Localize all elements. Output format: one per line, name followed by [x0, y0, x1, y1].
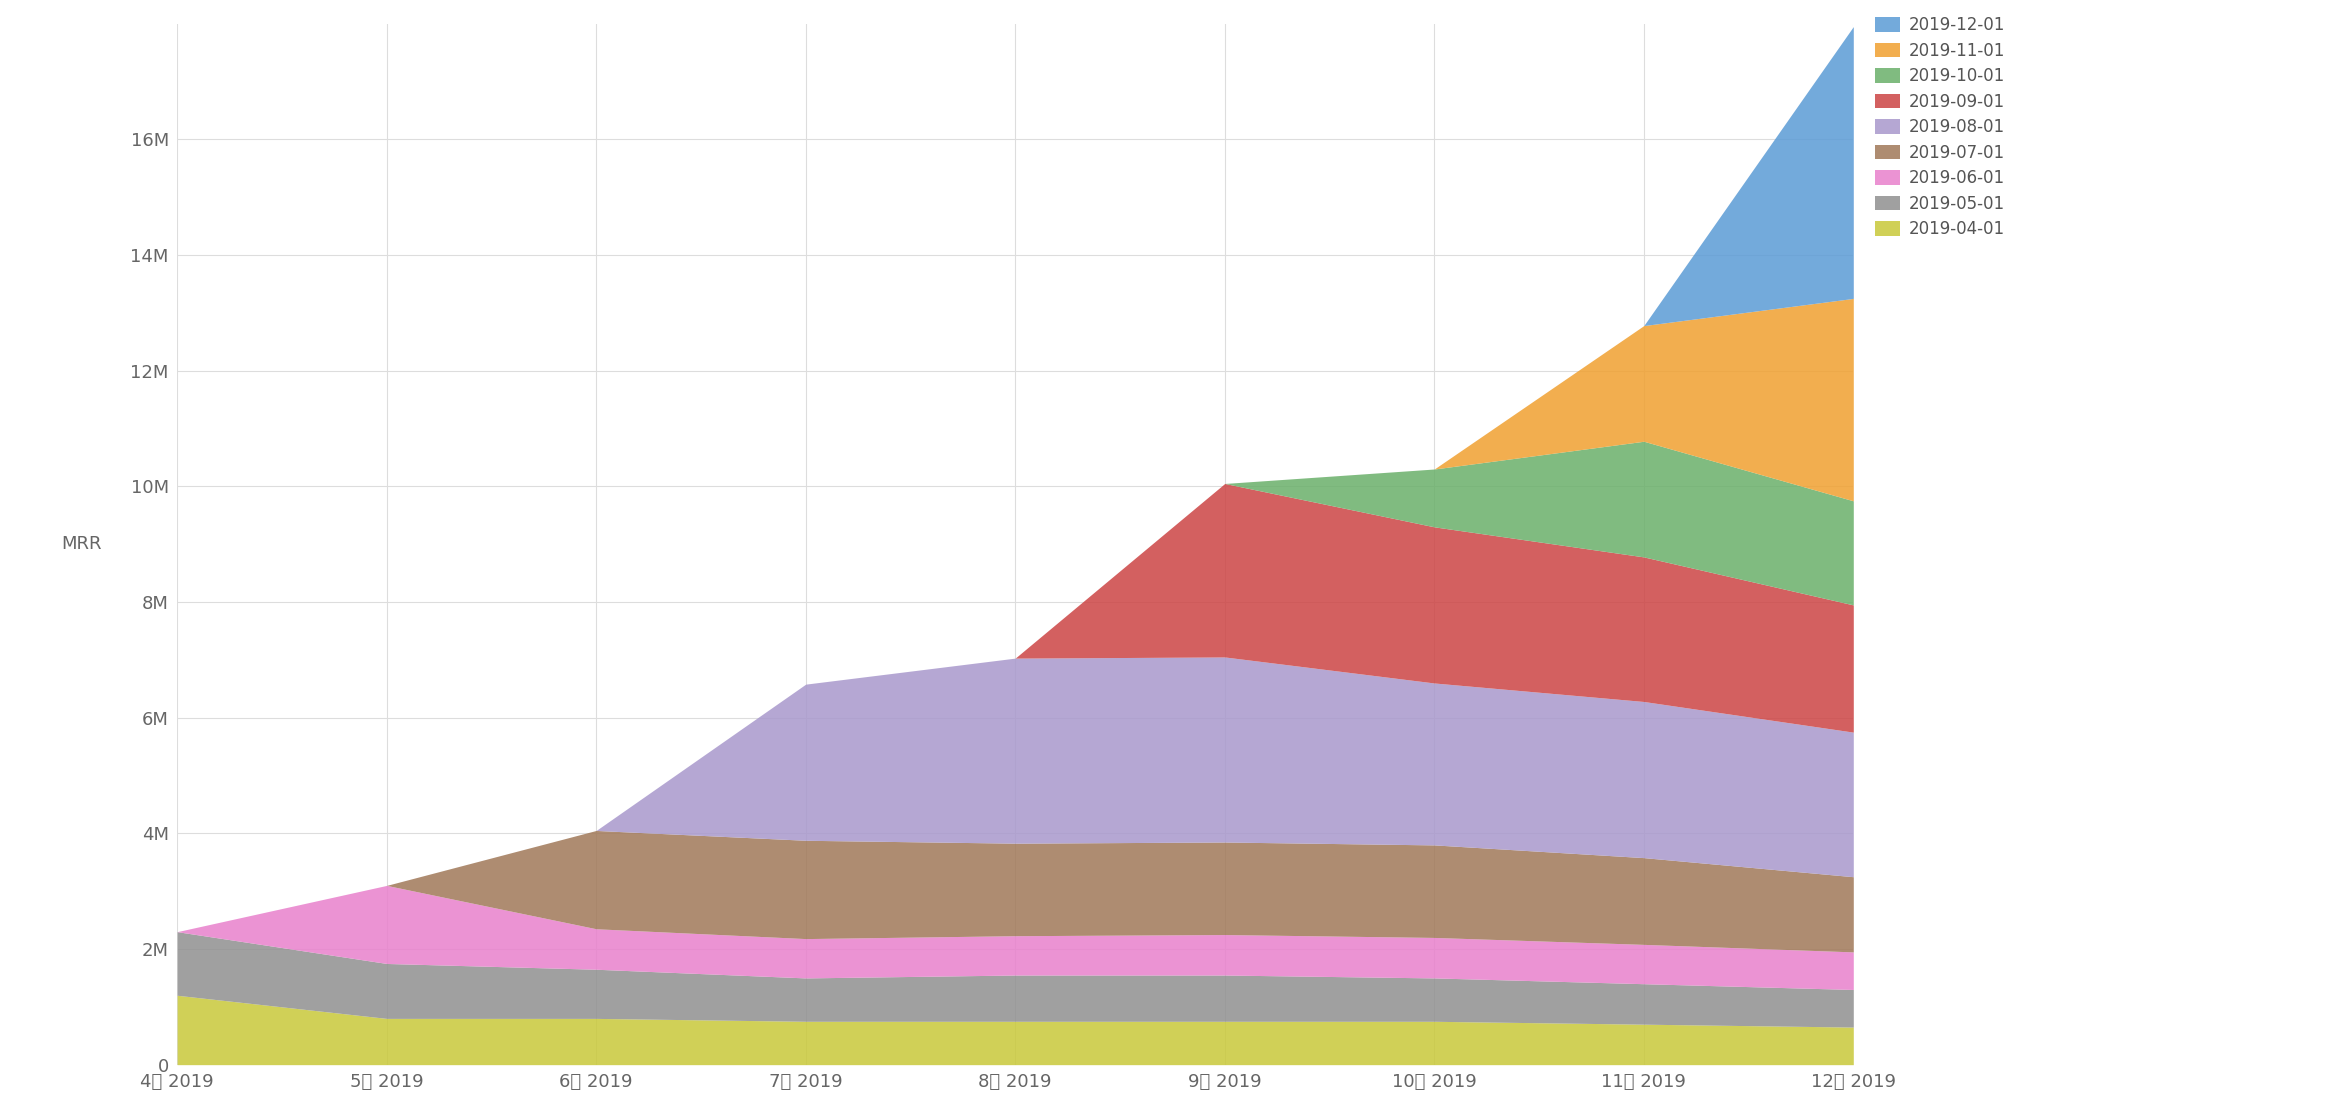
Legend: 2019-12-01, 2019-11-01, 2019-10-01, 2019-09-01, 2019-08-01, 2019-07-01, 2019-06-: 2019-12-01, 2019-11-01, 2019-10-01, 2019… [1869, 11, 2009, 243]
Y-axis label: MRR: MRR [61, 535, 102, 553]
